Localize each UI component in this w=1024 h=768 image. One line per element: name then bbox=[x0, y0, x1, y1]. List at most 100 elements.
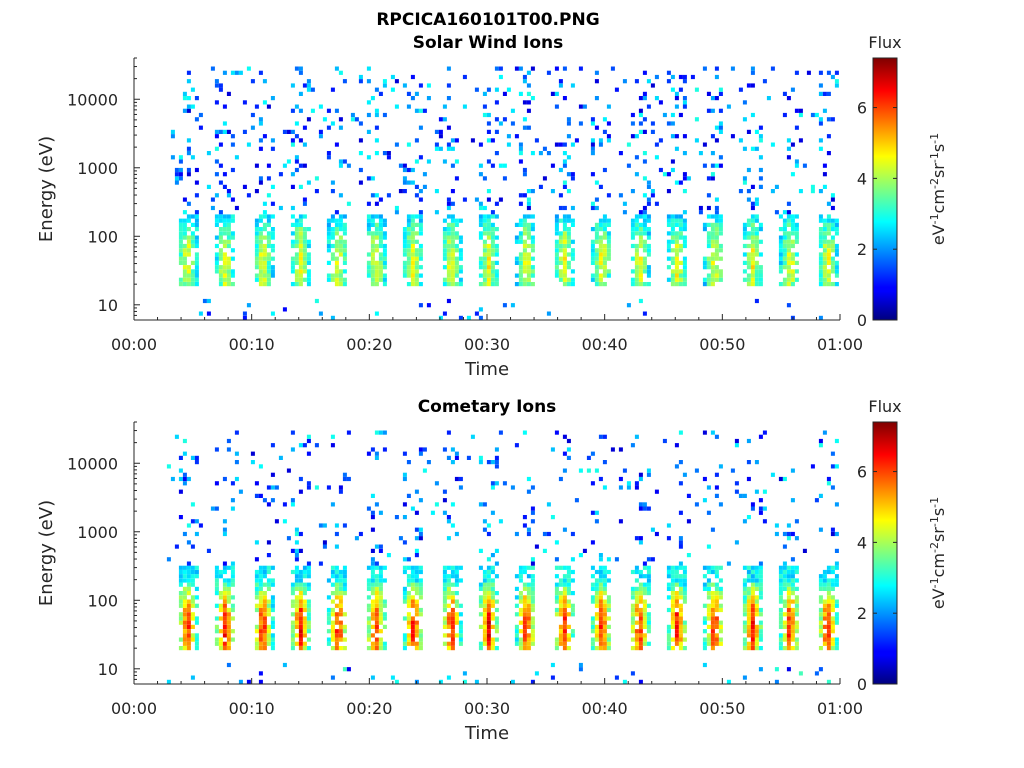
spectrogram-cell bbox=[382, 256, 387, 261]
spectrogram-cell bbox=[414, 193, 419, 198]
spectrogram-cell bbox=[594, 239, 599, 244]
spectrogram-cell bbox=[718, 121, 723, 126]
spectrogram-cell bbox=[602, 117, 607, 122]
spectrogram-cell bbox=[238, 679, 243, 684]
spectrogram-cell bbox=[298, 476, 303, 482]
spectrogram-cell bbox=[366, 218, 371, 223]
spectrogram-cell bbox=[794, 519, 799, 524]
spectrogram-cell bbox=[758, 498, 763, 503]
spectrogram-cell bbox=[526, 603, 531, 608]
spectrogram-cell bbox=[554, 243, 559, 249]
spectrogram-cell bbox=[374, 311, 379, 316]
spectrogram-cell bbox=[406, 239, 411, 244]
spectrogram-cell bbox=[486, 256, 491, 261]
spectrogram-cell bbox=[478, 624, 483, 629]
spectrogram-cell bbox=[718, 277, 723, 282]
spectrogram-cell bbox=[494, 260, 499, 265]
spectrogram-cell bbox=[554, 91, 559, 96]
spectrogram-cell bbox=[306, 180, 311, 185]
spectrogram-cell bbox=[406, 557, 411, 562]
spectrogram-cell bbox=[642, 582, 647, 587]
spectrogram-cell bbox=[706, 637, 711, 642]
spectrogram-cell bbox=[266, 641, 271, 646]
spectrogram-cell bbox=[682, 273, 687, 278]
spectrogram-cell bbox=[822, 569, 827, 575]
spectrogram-cell bbox=[338, 586, 343, 591]
spectrogram-cell bbox=[670, 624, 675, 629]
spectrogram-cell bbox=[710, 222, 715, 227]
spectrogram-cell bbox=[370, 260, 375, 265]
spectrogram-cell bbox=[214, 591, 219, 596]
spectrogram-cell bbox=[706, 235, 711, 240]
spectrogram-cell bbox=[366, 624, 371, 629]
spectrogram-cell bbox=[302, 586, 307, 591]
spectrogram-cell bbox=[442, 641, 447, 646]
spectrogram-cell bbox=[518, 595, 523, 600]
spectrogram-cell bbox=[374, 282, 379, 287]
spectrogram-cell bbox=[818, 616, 823, 621]
spectrogram-cell bbox=[206, 184, 211, 189]
spectrogram-cell bbox=[678, 273, 683, 278]
spectrogram-cell bbox=[598, 235, 603, 240]
spectrogram-cell bbox=[786, 624, 791, 629]
spectrogram-cell bbox=[646, 612, 651, 617]
spectrogram-cell bbox=[666, 248, 671, 253]
spectrogram-cell bbox=[782, 227, 787, 232]
spectrogram-cell bbox=[338, 214, 343, 219]
spectrogram-cell bbox=[818, 260, 823, 265]
spectrogram-cell bbox=[282, 307, 287, 312]
spectrogram-cell bbox=[486, 265, 491, 270]
spectrogram-cell bbox=[626, 163, 631, 168]
spectrogram-cell bbox=[638, 540, 643, 545]
spectrogram-cell bbox=[490, 569, 495, 575]
spectrogram-cell bbox=[214, 569, 219, 575]
spectrogram-cell bbox=[742, 603, 747, 608]
spectrogram-cell bbox=[262, 79, 267, 84]
spectrogram-cell bbox=[446, 96, 451, 101]
spectrogram-cell bbox=[742, 591, 747, 596]
spectrogram-cell bbox=[638, 277, 643, 282]
spectrogram-cell bbox=[186, 218, 191, 223]
spectrogram-cell bbox=[778, 637, 783, 642]
spectrogram-cell bbox=[754, 231, 759, 236]
spectrogram-cell bbox=[366, 129, 371, 134]
spectrogram-cell bbox=[746, 620, 751, 625]
spectrogram-cell bbox=[558, 582, 563, 587]
spectrogram-cell bbox=[406, 167, 411, 173]
spectrogram-cell bbox=[490, 252, 495, 257]
spectrogram-cell bbox=[526, 282, 531, 287]
spectrogram-cell bbox=[666, 79, 671, 84]
spectrogram-cell bbox=[594, 616, 599, 621]
spectrogram-cell bbox=[366, 79, 371, 84]
spectrogram-cell bbox=[418, 586, 423, 591]
spectrogram-cell bbox=[594, 629, 599, 634]
spectrogram-cell bbox=[238, 70, 243, 75]
spectrogram-cell bbox=[742, 646, 747, 651]
spectrogram-cell bbox=[674, 282, 679, 287]
spectrogram-cell bbox=[810, 464, 815, 469]
spectrogram-cell bbox=[182, 591, 187, 596]
spectrogram-cell bbox=[414, 282, 419, 287]
spectrogram-cell bbox=[378, 273, 383, 278]
spectrogram-cell bbox=[678, 629, 683, 634]
spectrogram-cell bbox=[566, 637, 571, 642]
spectrogram-cell bbox=[634, 222, 639, 227]
spectrogram-cell bbox=[378, 430, 383, 435]
spectrogram-cell bbox=[418, 210, 423, 215]
spectrogram-cell bbox=[558, 607, 563, 613]
spectrogram-cell bbox=[302, 443, 307, 448]
spectrogram-cell bbox=[786, 637, 791, 642]
spectrogram-cell bbox=[182, 438, 187, 444]
spectrogram-cell bbox=[594, 633, 599, 638]
spectrogram-cell bbox=[746, 282, 751, 287]
spectrogram-cell bbox=[262, 582, 267, 587]
spectrogram-cell bbox=[594, 265, 599, 270]
spectrogram-cell bbox=[230, 231, 235, 236]
spectrogram-cell bbox=[406, 460, 411, 465]
spectrogram-cell bbox=[638, 502, 643, 507]
spectrogram-cell bbox=[294, 599, 299, 604]
spectrogram-cell bbox=[794, 595, 799, 600]
spectrogram-cell bbox=[218, 282, 223, 287]
spectrogram-cell bbox=[262, 637, 267, 642]
spectrogram-cell bbox=[482, 277, 487, 282]
